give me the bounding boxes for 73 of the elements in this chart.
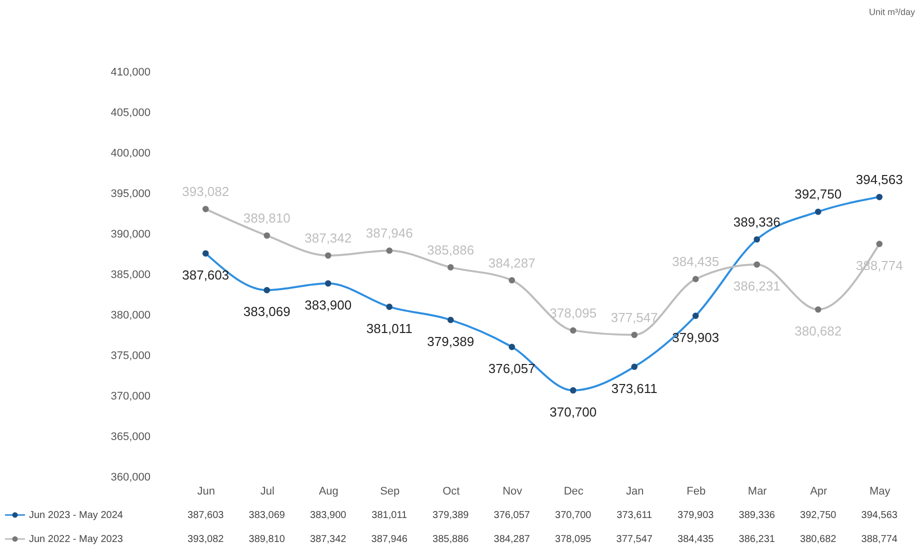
y-tick-label: 360,000 — [110, 472, 150, 484]
text: 384,435 — [672, 254, 720, 270]
y-tick-label: 410,000 — [110, 66, 150, 78]
data-label: 387,946 — [371, 534, 408, 545]
data-label: 370,700 — [555, 510, 592, 521]
data-label: 379,903 — [678, 510, 714, 521]
text: 383,900 — [304, 297, 352, 312]
data-label: 387,342 — [310, 534, 347, 545]
text: Unit m³/day — [868, 7, 916, 17]
data-label: 383,069 — [248, 510, 286, 521]
x-tick-label: Aug — [318, 486, 338, 498]
x-tick-label: Jan — [626, 486, 644, 498]
data-label: 384,435 — [678, 534, 714, 545]
x-tick-label: Jul — [260, 486, 274, 498]
text: 376,057 — [488, 360, 536, 376]
text: 381,011 — [366, 320, 412, 336]
text: 387,946 — [366, 226, 413, 241]
x-tick-label: Dec — [564, 486, 584, 498]
data-label: 388,774 — [861, 534, 898, 545]
data-label: 393,082 — [188, 534, 224, 545]
data-label: 376,057 — [494, 510, 530, 521]
y-tick-label: 365,000 — [110, 431, 150, 443]
data-label: 384,287 — [494, 534, 530, 545]
data-label: 386,231 — [738, 534, 776, 545]
text: 383,069 — [243, 304, 290, 320]
data-label: 373,611 — [616, 510, 653, 521]
data-label: 387,603 — [188, 510, 224, 521]
x-tick-label: Nov — [502, 486, 523, 498]
legend-label: Jun 2022 - May 2023 — [29, 534, 124, 545]
y-tick-label: 395,000 — [110, 188, 150, 200]
data-label: 389,336 — [738, 510, 776, 521]
x-tick-label: Jun — [197, 486, 215, 498]
text: 380,682 — [794, 323, 842, 338]
text: 392,750 — [794, 186, 842, 202]
x-tick-label: Oct — [442, 486, 460, 498]
text: 384,287 — [488, 255, 536, 270]
x-tick-label: May — [869, 486, 891, 498]
text: 387,342 — [304, 230, 352, 246]
text: 370,700 — [550, 404, 597, 420]
x-tick-label: Sep — [380, 486, 400, 498]
data-label: 383,900 — [310, 510, 347, 521]
y-tick-label: 375,000 — [110, 350, 150, 362]
text: 389,336 — [733, 214, 780, 230]
text: 389,810 — [243, 210, 290, 226]
y-tick-label: 385,000 — [110, 269, 150, 281]
text: 394,563 — [856, 172, 903, 188]
x-tick-label: Apr — [810, 486, 828, 498]
data-label: 394,563 — [861, 510, 898, 521]
y-tick-label: 380,000 — [110, 310, 150, 322]
legend-label: Jun 2023 - May 2024 — [29, 510, 124, 521]
data-label: 379,389 — [432, 510, 470, 521]
text: 385,886 — [427, 242, 474, 258]
text: 379,389 — [427, 334, 474, 349]
data-label: 392,750 — [800, 510, 837, 521]
text: 393,082 — [182, 184, 230, 200]
y-tick-label: 400,000 — [110, 148, 150, 160]
data-label: 380,682 — [800, 534, 837, 545]
x-tick-label: Feb — [686, 486, 706, 498]
y-tick-label: 370,000 — [110, 390, 150, 402]
text: 387,603 — [182, 267, 230, 282]
data-label: 377,547 — [616, 534, 653, 545]
data-label: 389,810 — [248, 534, 286, 545]
text: 373,611 — [611, 380, 658, 396]
x-tick-label: Mar — [748, 486, 768, 498]
text: 377,547 — [610, 310, 658, 325]
y-tick-label: 405,000 — [110, 107, 150, 119]
data-label: 381,011 — [372, 510, 408, 521]
text: 379,903 — [672, 330, 720, 345]
text: 378,095 — [550, 305, 597, 320]
data-label: 378,095 — [555, 534, 592, 545]
data-label: 385,886 — [432, 534, 470, 545]
text: 386,231 — [733, 278, 780, 294]
y-tick-label: 390,000 — [110, 228, 150, 240]
